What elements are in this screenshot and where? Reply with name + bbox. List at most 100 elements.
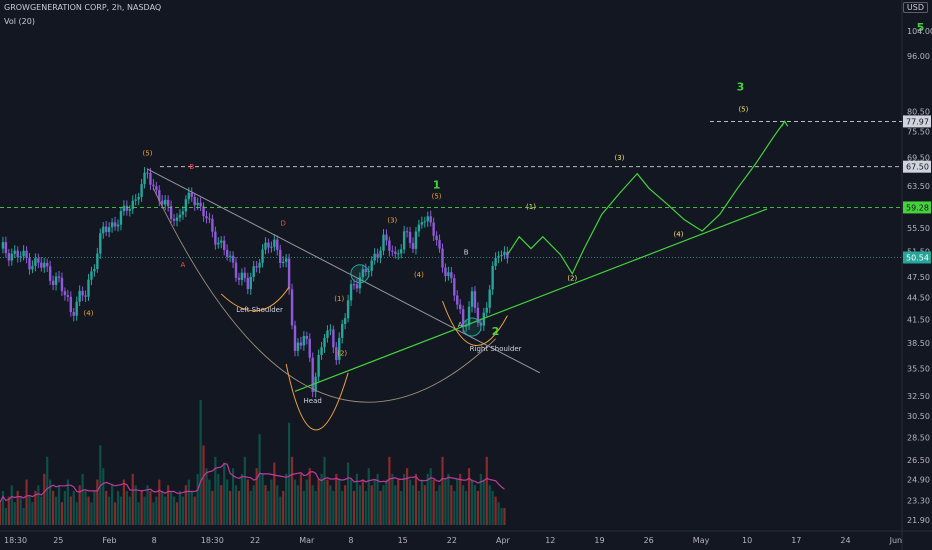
- candle-body: [299, 342, 303, 346]
- volume-bar: [482, 479, 485, 525]
- candle-body: [296, 342, 300, 351]
- price-tick-label: 41.50: [907, 315, 930, 324]
- volume-bar: [435, 490, 438, 525]
- volume-bar: [479, 473, 482, 525]
- candle-body: [202, 206, 205, 217]
- volume-bar: [467, 468, 471, 525]
- candle-body: [48, 266, 52, 281]
- price-tick-label: 96.00: [907, 52, 930, 61]
- volume-bar: [335, 473, 338, 525]
- candle-body: [34, 258, 37, 267]
- candle-body: [476, 307, 480, 323]
- candle-body: [456, 295, 459, 305]
- candle-body: [400, 249, 403, 254]
- volume-bar: [155, 496, 158, 525]
- wave-annotation: (1): [526, 203, 536, 211]
- candle-body: [181, 211, 185, 215]
- volume-bar: [208, 479, 211, 525]
- volume-bar: [276, 485, 279, 525]
- volume-indicator-label[interactable]: Vol (20): [4, 17, 35, 26]
- candle-body: [329, 329, 332, 331]
- volume-bar: [397, 479, 400, 525]
- time-axis[interactable]: 18:30 25 Feb 8 18:30 22 Mar 8 15 22 Apr 12 19 26 May 10…: [4, 536, 902, 545]
- wave-annotation: (3): [615, 154, 625, 162]
- volume-bar: [332, 490, 335, 525]
- volume-bar: [344, 485, 347, 525]
- candle-body: [137, 196, 140, 200]
- annotations: Left Shoulder Head Right Shoulder (5) (4) B A D…: [84, 21, 925, 405]
- candle-body: [491, 266, 494, 290]
- volume-bar: [299, 473, 302, 525]
- projection: [506, 120, 789, 275]
- candle-body: [293, 325, 297, 351]
- candle-body: [438, 240, 441, 249]
- candle-body: [63, 291, 67, 296]
- candle-body: [113, 222, 117, 227]
- price-tick-label: 32.50: [907, 392, 930, 401]
- volume-bar: [450, 485, 453, 525]
- wave-annotation: (5): [432, 192, 442, 200]
- volume-bar: [237, 490, 241, 525]
- wave-annotation: Head: [304, 397, 322, 405]
- candle-body: [282, 261, 285, 263]
- candle-body: [270, 246, 273, 248]
- price-tick-label: 24.90: [907, 476, 930, 485]
- volume-bar: [69, 496, 72, 525]
- candle-body: [397, 253, 400, 255]
- candle-body: [223, 240, 226, 250]
- volume-bar: [317, 479, 320, 525]
- currency-button[interactable]: USD: [902, 2, 928, 13]
- volume-bar: [364, 490, 367, 525]
- candle-body: [317, 355, 320, 377]
- time-tick-label: Feb: [102, 536, 116, 545]
- volume-bar: [205, 468, 208, 525]
- candle-body: [122, 205, 126, 212]
- candle-body: [373, 253, 376, 261]
- candle-body: [444, 267, 447, 277]
- candle-body: [346, 300, 350, 319]
- time-tick-label: May: [693, 536, 710, 545]
- candle-body: [158, 190, 161, 201]
- candle-body: [326, 330, 329, 338]
- candle-body: [81, 290, 84, 296]
- time-tick-label: Jun: [889, 536, 903, 545]
- candle-body: [343, 318, 347, 324]
- volume-bar: [267, 490, 270, 525]
- price-tick-label: 63.50: [907, 182, 930, 191]
- price-axis[interactable]: 104.0096.0080.5075.5069.5063.5059.5055.5…: [903, 27, 932, 525]
- candle-body: [22, 250, 25, 257]
- volume-bar: [305, 479, 308, 525]
- candle-body: [143, 172, 146, 185]
- volume-bar: [347, 462, 350, 525]
- volume-bar: [199, 400, 202, 525]
- volume-bar: [429, 468, 432, 525]
- candle-body: [287, 258, 291, 290]
- volume-bar: [28, 496, 31, 525]
- volume-bars: [0, 400, 506, 525]
- candle-body: [31, 266, 34, 270]
- candle-body: [432, 222, 435, 236]
- volume-bar: [290, 456, 294, 525]
- volume-bar: [90, 502, 93, 525]
- candle-body: [169, 206, 173, 219]
- candle-body: [175, 217, 179, 221]
- time-tick-label: Mar: [299, 536, 315, 545]
- time-tick-label: 10: [742, 536, 752, 545]
- candle-body: [459, 304, 462, 310]
- candle-body: [497, 256, 500, 258]
- volume-bar: [470, 479, 474, 525]
- volume-bar: [411, 485, 415, 525]
- candle-body: [87, 279, 90, 297]
- time-tick-label: 18:30: [4, 536, 27, 545]
- candle-body: [69, 296, 72, 313]
- candle-body: [488, 289, 491, 308]
- time-tick-label: 18:30: [201, 536, 224, 545]
- retest-circle: [462, 317, 482, 337]
- time-tick-label: 8: [152, 536, 157, 545]
- volume-bar: [373, 479, 376, 525]
- candle-body: [426, 216, 429, 222]
- level-badge: [903, 201, 931, 214]
- candle-body: [110, 222, 114, 228]
- volume-bar: [181, 496, 184, 525]
- volume-bar: [54, 496, 58, 525]
